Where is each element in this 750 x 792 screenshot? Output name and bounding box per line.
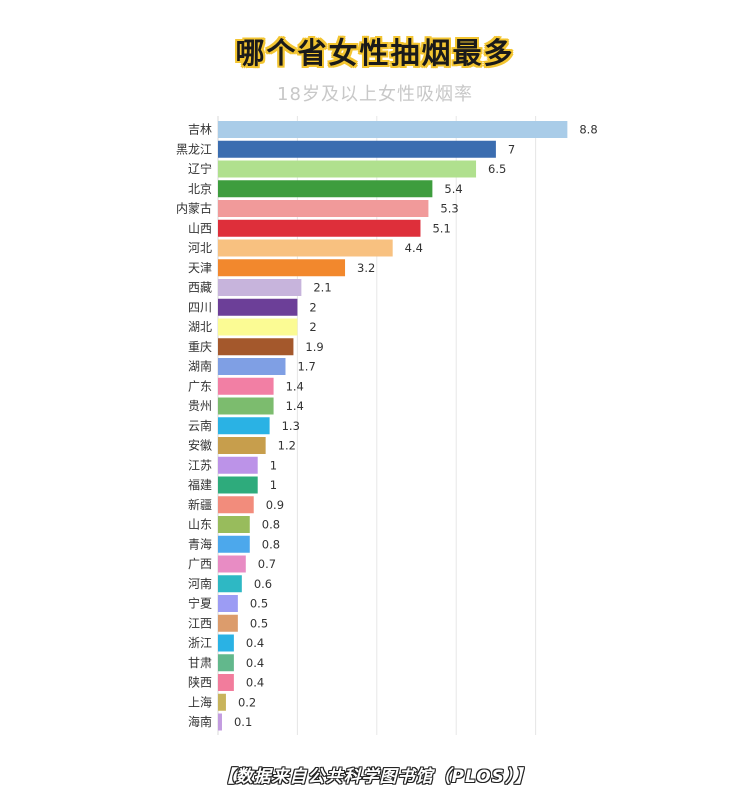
value-label: 0.2 (238, 695, 256, 709)
value-label: 1.9 (305, 340, 323, 354)
bar-0 (218, 121, 568, 138)
value-label: 4.4 (405, 241, 423, 255)
bar-16 (218, 437, 266, 454)
category-label: 江西 (188, 616, 212, 630)
category-label: 安徽 (188, 438, 212, 453)
category-label: 福建 (188, 477, 212, 492)
bar-5 (218, 219, 421, 237)
bar-3 (218, 180, 433, 198)
bar-8 (218, 279, 302, 296)
category-label: 海南 (188, 714, 212, 729)
bar-21 (218, 535, 250, 553)
value-label: 0.4 (246, 656, 264, 670)
category-label: 青海 (188, 536, 212, 551)
bar-20 (218, 516, 250, 533)
category-label: 湖南 (188, 359, 212, 374)
value-label: 0.1 (234, 715, 252, 729)
bar-2 (218, 160, 477, 178)
bar-22 (218, 555, 246, 573)
value-label: 1 (270, 478, 277, 492)
category-label: 贵州 (188, 399, 212, 413)
value-label: 3.2 (357, 261, 375, 275)
category-label: 山东 (188, 518, 212, 532)
category-label: 黑龙江 (176, 142, 212, 156)
category-label: 甘肃 (188, 656, 212, 670)
value-label: 7 (508, 142, 515, 156)
category-label: 陕西 (188, 675, 212, 690)
value-label: 8.8 (579, 123, 597, 137)
bar-29 (218, 693, 226, 711)
bar-23 (218, 575, 242, 593)
bar-26 (218, 634, 234, 652)
value-label: 0.9 (266, 498, 284, 512)
value-label: 0.4 (246, 636, 264, 650)
category-label: 四川 (188, 300, 212, 314)
bar-7 (218, 259, 346, 277)
category-label: 内蒙古 (176, 201, 212, 216)
category-label: 天津 (188, 261, 212, 275)
category-label: 云南 (188, 418, 212, 433)
bar-6 (218, 239, 393, 257)
category-label: 河北 (188, 241, 212, 255)
category-label: 宁夏 (188, 596, 212, 611)
bar-14 (218, 397, 274, 415)
value-label: 1.7 (297, 360, 315, 374)
value-label: 5.4 (444, 182, 462, 196)
category-label: 河南 (188, 576, 212, 591)
category-label: 新疆 (188, 497, 212, 512)
category-label: 吉林 (188, 123, 212, 137)
bar-4 (218, 200, 429, 217)
bar-30 (218, 713, 222, 731)
bar-27 (218, 654, 234, 672)
value-label: 0.7 (258, 557, 276, 571)
bar-28 (218, 674, 234, 691)
category-label: 上海 (188, 694, 212, 709)
category-label: 湖北 (188, 319, 212, 334)
bar-18 (218, 476, 258, 494)
value-label: 2 (309, 300, 316, 314)
value-label: 6.5 (488, 162, 506, 176)
value-label: 0.5 (250, 616, 268, 630)
value-label: 0.5 (250, 597, 268, 611)
bar-9 (218, 298, 298, 316)
bar-chart: 吉林 8.8 黑龙江 7 辽宁 6.5 北京 5.4 内蒙古 5.3 山西 5.1 河北 4.4 天津 3.2… (176, 116, 598, 735)
bar-11 (218, 338, 294, 356)
value-label: 1.2 (278, 439, 296, 453)
value-label: 0.8 (262, 537, 280, 551)
category-label: 北京 (188, 182, 212, 196)
bar-10 (218, 318, 298, 336)
chart-subtitle: 18岁及以上女性吸烟率 (277, 84, 473, 105)
category-label: 辽宁 (188, 161, 212, 176)
value-label: 2.1 (313, 281, 331, 295)
category-label: 江苏 (188, 458, 212, 472)
value-label: 0.8 (262, 518, 280, 532)
data-source-note: 【数据来自公共科学图书馆（PLOS）】 (217, 767, 533, 787)
value-label: 1 (270, 458, 277, 472)
labels: 吉林 8.8 黑龙江 7 辽宁 6.5 北京 5.4 内蒙古 5.3 山西 5.1 河北 4.4 天津 3.2… (176, 123, 598, 730)
bar-17 (218, 456, 258, 474)
value-label: 1.4 (286, 379, 304, 393)
category-label: 西藏 (188, 281, 212, 295)
value-label: 1.3 (282, 419, 300, 433)
value-label: 0.4 (246, 676, 264, 690)
category-label: 广西 (188, 557, 212, 571)
value-label: 5.1 (432, 221, 450, 235)
bar-12 (218, 358, 286, 375)
bar-13 (218, 377, 274, 395)
value-label: 0.6 (254, 577, 272, 591)
category-label: 重庆 (188, 340, 212, 354)
bar-15 (218, 417, 270, 435)
category-label: 山西 (188, 221, 212, 235)
value-label: 1.4 (286, 399, 304, 413)
value-label: 5.3 (440, 202, 458, 216)
category-label: 广东 (188, 379, 212, 393)
bar-1 (218, 140, 496, 158)
bar-25 (218, 614, 238, 632)
bar-19 (218, 496, 254, 514)
chart-title: 哪个省女性抽烟最多 (235, 36, 515, 70)
bar-24 (218, 595, 238, 612)
value-label: 2 (309, 320, 316, 334)
category-label: 浙江 (188, 636, 212, 650)
bars (218, 121, 568, 731)
